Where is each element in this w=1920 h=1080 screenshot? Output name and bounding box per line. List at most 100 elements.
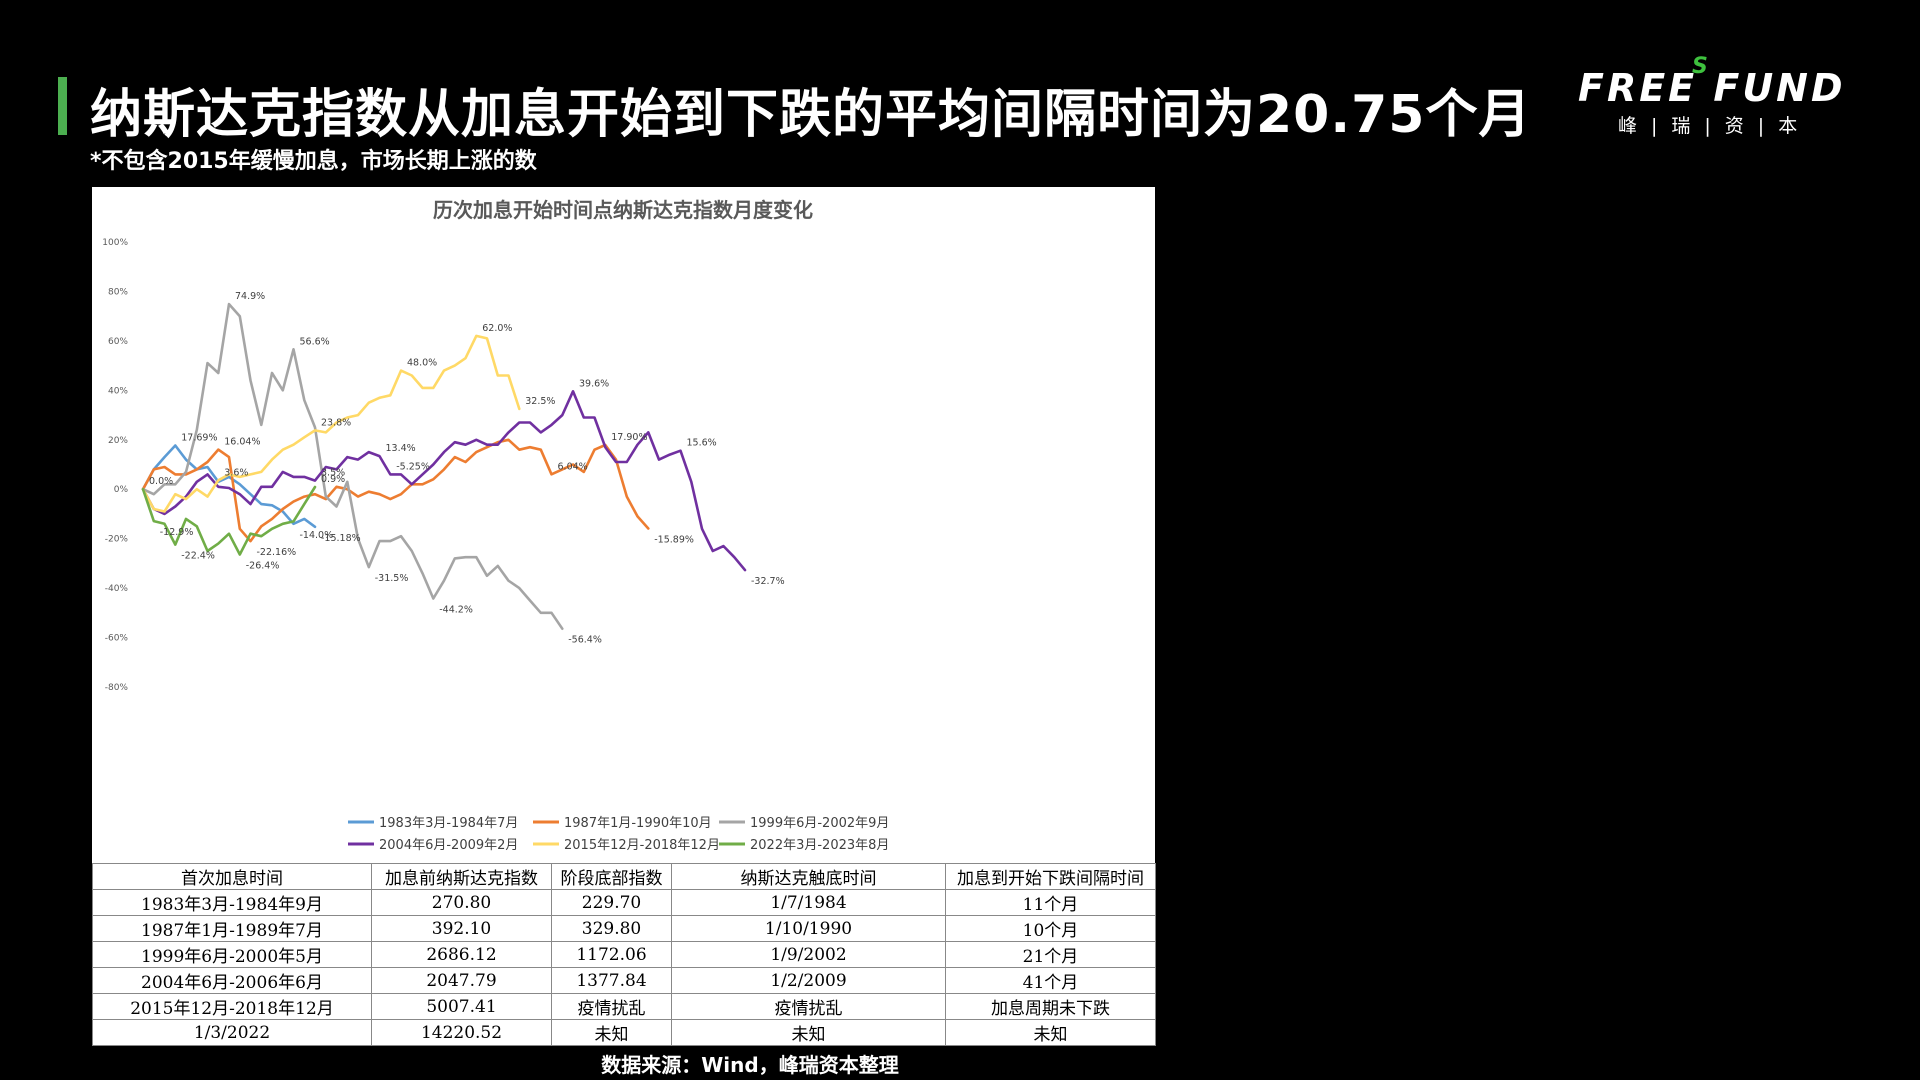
table-cell: 5007.41 [371,993,552,1020]
table-cell: 2015年12月-2018年12月 [92,993,372,1020]
series-line [141,444,317,529]
table-cell: 14220.52 [371,1019,552,1046]
table-row: 1983年3月-1984年9月 270.80 229.70 1/7/1984 11个月 [92,889,1156,916]
logo-subtitle: 峰|瑞|资|本 [1618,115,1812,137]
data-label: 3.5% [321,468,345,479]
table-cell: 1999年6月-2000年5月 [92,941,372,968]
table-cell: 10个月 [945,915,1156,942]
table-row: 1/3/2022 14220.52 未知 未知 未知 [92,1019,1156,1046]
table-cell: 1/9/2002 [671,941,946,968]
table-cell: 329.80 [551,915,672,942]
data-label: 6.04% [558,461,588,472]
data-label: -14.0% [300,530,334,541]
line-chart: 历次加息开始时间点纳斯达克指数月度变化 100% 80% 60% 40% 20% 0% -20… [102,187,889,853]
data-label: -31.5% [375,573,409,584]
table-cell: 41个月 [945,967,1156,994]
table-cell: 392.10 [371,915,552,942]
page-title: 纳斯达克指数从加息开始到下跌的平均间隔时间为20.75个月 [90,85,1532,145]
table-cell: 1/2/2009 [671,967,946,994]
table-cell: 未知 [671,1019,946,1046]
table-cell: 未知 [945,1019,1156,1046]
y-tick-label: -60% [105,634,129,644]
legend-label: 1999年6月-2002年9月 [750,816,889,831]
data-label: 48.0% [407,358,437,369]
table-cell: 加息周期未下跌 [945,993,1156,1020]
table-header-cell: 加息前纳斯达克指数 [371,863,552,890]
data-label: 17.69% [181,432,217,443]
table-cell: 270.80 [371,889,552,916]
brand-logo: FREE FUND S 峰|瑞|资|本 [1578,54,1848,140]
table-cell: 1/3/2022 [92,1019,372,1046]
table-cell: 11个月 [945,889,1156,916]
series-line [141,302,564,631]
data-table-wrap: 首次加息时间 加息前纳斯达克指数 阶段底部指数 纳斯达克触底时间 加息到开始下跌… [92,863,1156,1046]
y-tick-label: -40% [105,584,129,594]
data-label: 17.90% [611,432,647,443]
table-header-cell: 首次加息时间 [92,863,372,890]
data-label: 23.8% [321,417,351,428]
data-label: 24.3% [558,187,588,190]
data-label: -22.4% [181,551,215,562]
data-label: 0.9% [321,474,345,485]
series-line [141,485,317,556]
data-label: 0.0% [149,476,173,487]
data-source-note: 数据来源：Wind，峰瑞资本整理 [601,1053,899,1077]
legend-label: 2015年12月-2018年12月 [564,838,720,853]
legend-label: 2004年6月-2009年2月 [379,838,518,853]
legend-label: 1983年3月-1984年7月 [379,816,518,831]
y-tick-label: -80% [105,683,129,693]
data-table: 首次加息时间 加息前纳斯达克指数 阶段底部指数 纳斯达克触底时间 加息到开始下跌… [92,863,1156,1046]
table-header-cell: 纳斯达克触底时间 [671,863,946,890]
chart-title: 历次加息开始时间点纳斯达克指数月度变化 [433,198,813,222]
table-cell: 未知 [551,1019,672,1046]
table-cell: 1983年3月-1984年9月 [92,889,372,916]
table-cell: 1/10/1990 [671,915,946,942]
table-header-cell: 阶段底部指数 [551,863,672,890]
logo-wordmark: FREE FUND [1578,66,1846,110]
table-cell: 229.70 [551,889,672,916]
data-label: -26.4% [246,560,280,571]
data-label: 56.6% [300,336,330,347]
table-cell: 1987年1月-1989年7月 [92,915,372,942]
table-header-row: 首次加息时间 加息前纳斯达克指数 阶段底部指数 纳斯达克触底时间 加息到开始下跌… [92,863,1156,890]
series-line [141,438,650,543]
table-cell: 疫情扰乱 [551,993,672,1020]
legend-label: 2022年3月-2023年8月 [750,838,889,853]
series-line [141,334,521,513]
y-tick-label: -20% [105,535,129,545]
table-row: 1999年6月-2000年5月 2686.12 1172.06 1/9/2002 21个… [92,941,1156,968]
table-cell: 1377.84 [551,967,672,994]
table-row: 1987年1月-1989年7月 392.10 329.80 1/10/1990 10个月 [92,915,1156,942]
table-cell: 21个月 [945,941,1156,968]
table-cell: 疫情扰乱 [671,993,946,1020]
table-row: 2004年6月-2006年6月 2047.79 1377.84 1/2/2009 41个… [92,967,1156,994]
data-label: 62.0% [482,323,512,334]
data-label: -15.89% [654,535,694,546]
data-label: 32.5% [525,396,555,407]
data-label: 15.6% [687,438,717,449]
page-subtitle: *不包含2015年缓慢加息，市场长期上涨的数 [90,149,537,174]
chart-panel: 历次加息开始时间点纳斯达克指数月度变化 100% 80% 60% 40% 20% 0% -20… [92,187,1155,863]
data-label: -15.18% [321,533,361,544]
table-cell: 2004年6月-2006年6月 [92,967,372,994]
data-label: 3.6% [224,467,248,478]
table-cell: 1/7/1984 [671,889,946,916]
data-label: 74.9% [235,291,265,302]
title-accent-bar [58,77,67,135]
y-tick-label: 80% [108,287,128,297]
legend-label: 1987年1月-1990年10月 [564,816,712,831]
data-label: -44.2% [439,604,473,615]
data-label: -12.9% [160,527,194,538]
series-line [141,390,747,572]
y-tick-label: 40% [108,386,128,396]
y-tick-label: 100% [102,238,128,248]
data-label: 39.6% [579,378,609,389]
data-label: -56.4% [568,635,602,646]
table-cell: 2047.79 [371,967,552,994]
data-label: -32.7% [751,576,785,587]
table-header-cell: 加息到开始下跌间隔时间 [945,863,1156,890]
table-cell: 1172.06 [551,941,672,968]
data-label: 16.04% [224,437,260,448]
y-tick-label: 60% [108,337,128,347]
data-label: -5.25% [396,461,430,472]
